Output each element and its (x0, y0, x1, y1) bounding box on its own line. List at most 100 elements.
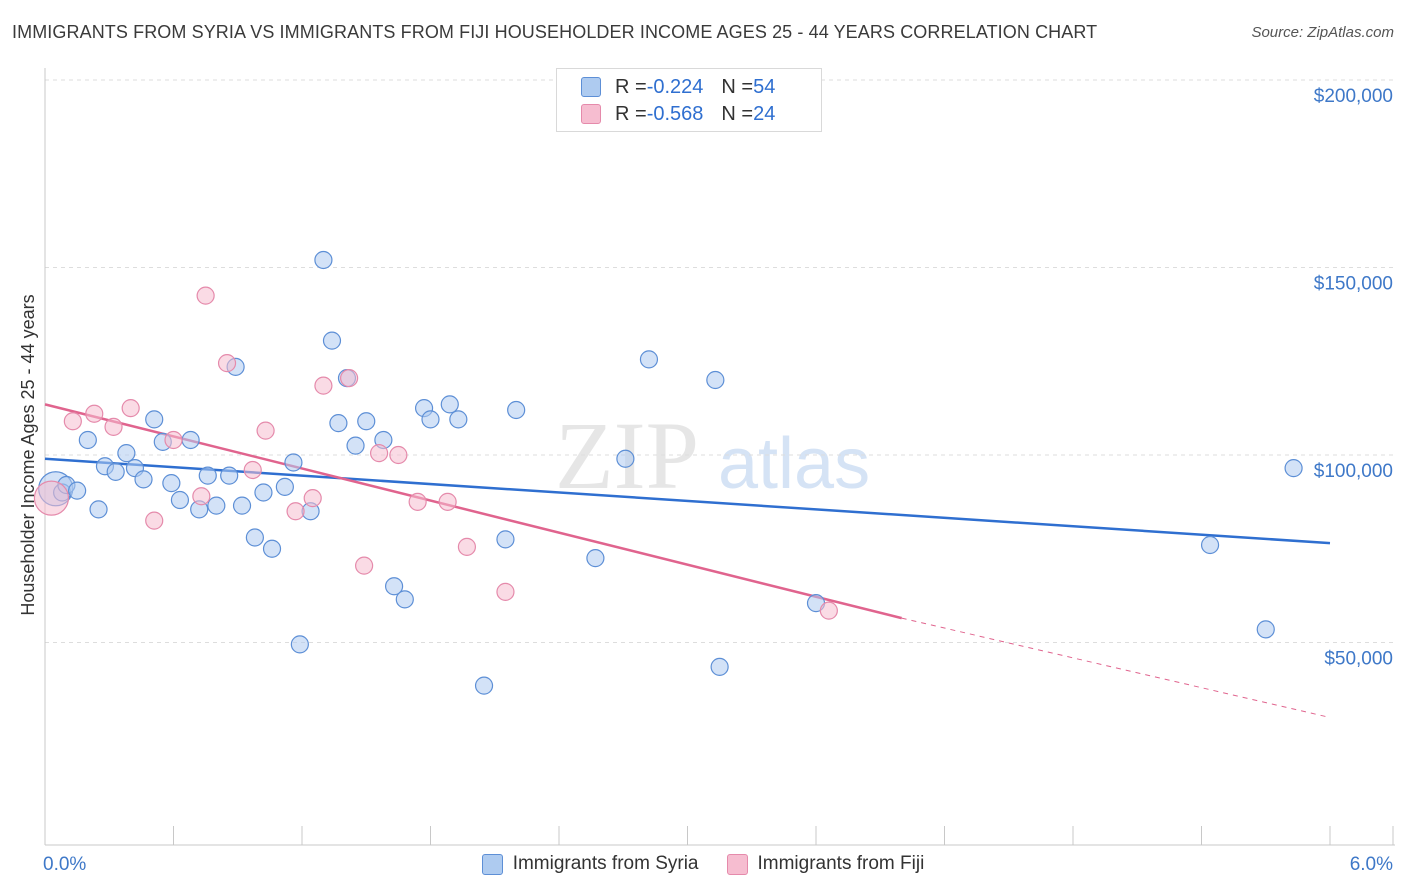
y-tick-label: $200,000 (1314, 86, 1393, 107)
legend-syria-label: Immigrants from Syria (512, 853, 699, 874)
fiji-point (355, 556, 374, 575)
syria-point (474, 676, 494, 695)
syria-point (78, 430, 97, 450)
fiji-n-label: N = (721, 102, 754, 125)
watermark: ZIP atlas (555, 402, 870, 509)
syria-point (89, 500, 108, 519)
syria-point (134, 470, 153, 489)
syria-point (322, 331, 342, 350)
fiji-point (145, 511, 164, 530)
syria-swatch (581, 77, 601, 97)
fiji-point (217, 354, 237, 373)
syria-point (262, 539, 282, 558)
syria-point (421, 410, 440, 429)
fiji-point (438, 492, 457, 511)
fiji-point (85, 404, 104, 423)
syria-point (232, 496, 252, 515)
legend-row-fiji: R = -0.568 N = 24 (581, 102, 775, 126)
syria-point (395, 590, 414, 609)
syria-r-label: R = (615, 75, 647, 98)
fiji-point (33, 480, 70, 516)
syria-point (181, 430, 200, 450)
fiji-point (286, 502, 305, 521)
syria-point (170, 490, 190, 510)
chart-title: IMMIGRANTS FROM SYRIA VS IMMIGRANTS FROM… (12, 22, 1098, 42)
y-tick-label: $100,000 (1314, 461, 1393, 482)
syria-point (284, 453, 303, 472)
syria-n-label: N = (721, 75, 754, 98)
legend-syria-swatch (481, 853, 503, 875)
fiji-r-value: -0.568 (646, 102, 704, 125)
syria-point (145, 410, 164, 429)
fiji-point (121, 399, 140, 418)
legend-item-syria[interactable]: Immigrants from Syria (481, 853, 699, 875)
syria-point (357, 412, 376, 431)
correlation-legend: R = -0.224 N = 54 R = -0.568 N = 24 (556, 68, 822, 132)
syria-point (384, 577, 404, 596)
fiji-point (104, 417, 123, 436)
fiji-point (408, 492, 427, 511)
legend-row-syria: R = -0.224 N = 54 (581, 75, 775, 99)
syria-point (496, 530, 515, 549)
syria-point (507, 400, 526, 420)
source-label: Source: ZipAtlas.com (1251, 24, 1394, 41)
syria-point (314, 250, 333, 270)
fiji-point (303, 489, 322, 508)
syria-point (198, 466, 217, 485)
x-tick-label-max: 6.0% (1350, 854, 1393, 875)
syria-point (639, 350, 659, 369)
fiji-point (256, 421, 275, 440)
fiji-point (192, 487, 211, 506)
fiji-point (196, 286, 215, 305)
syria-point (449, 410, 468, 429)
tick-labels: $50,000 $100,000 $150,000 $200,000 0.0% 6.0% (43, 86, 1393, 875)
syria-point (706, 370, 725, 390)
syria-point (440, 395, 459, 414)
syria-point (106, 462, 125, 481)
legend-item-fiji[interactable]: Immigrants from Fiji (726, 853, 925, 875)
fiji-point (370, 444, 389, 463)
fiji-trend-extension (901, 617, 1331, 718)
syria-point (254, 483, 273, 502)
syria-point (220, 466, 239, 485)
grid (45, 79, 1395, 643)
syria-point (616, 449, 635, 468)
fiji-point (496, 582, 515, 601)
syria-point (346, 436, 365, 455)
fiji-point (63, 412, 82, 431)
syria-point (586, 549, 605, 568)
y-tick-label: $150,000 (1314, 274, 1393, 295)
fiji-point (314, 376, 333, 395)
syria-point (117, 444, 136, 463)
fiji-point (819, 601, 838, 620)
fiji-swatch (581, 104, 601, 124)
syria-point (1200, 535, 1220, 555)
x-tick-label-min: 0.0% (43, 854, 86, 875)
syria-point (245, 528, 264, 547)
watermark-atlas: atlas (718, 424, 870, 504)
syria-n-value: 54 (753, 75, 776, 98)
data-points (33, 250, 1303, 695)
fiji-point (457, 537, 477, 556)
legend-fiji-label: Immigrants from Fiji (757, 853, 925, 874)
fiji-point (243, 460, 262, 480)
fiji-point (164, 430, 183, 450)
syria-point (329, 414, 348, 433)
fiji-n-value: 24 (753, 102, 776, 125)
fiji-r-label: R = (615, 102, 647, 125)
syria-point (1256, 620, 1275, 639)
fiji-point (340, 369, 359, 388)
y-axis-title: Householder Income Ages 25 - 44 years (18, 294, 38, 615)
syria-point (290, 635, 309, 654)
legend-fiji-swatch (726, 853, 748, 875)
syria-point (275, 477, 294, 496)
syria-r-value: -0.224 (646, 75, 704, 98)
syria-point (162, 474, 181, 493)
syria-point (710, 657, 729, 676)
syria-point (68, 481, 87, 500)
axes (44, 68, 1395, 846)
syria-point (207, 496, 226, 515)
fiji-point (389, 445, 408, 465)
y-tick-label: $50,000 (1324, 649, 1393, 670)
